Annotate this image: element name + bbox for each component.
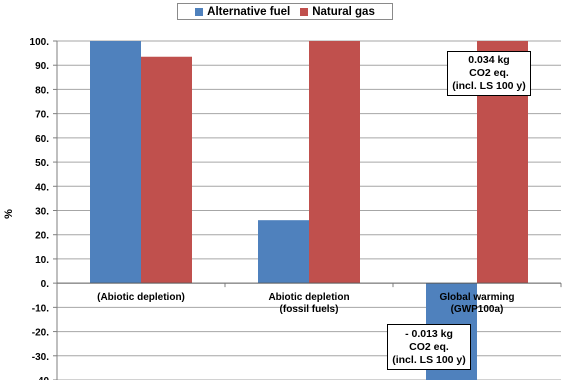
y-tick-label: 50. [35,158,49,169]
annotation-natural-gas-gwp: 0.034 kg CO2 eq. (incl. LS 100 y) [447,51,531,96]
annotation-line: (incl. LS 100 y) [392,353,466,366]
legend: Alternative fuel Natural gas [177,3,393,20]
y-tick-label: -10. [32,303,49,314]
y-tick-label: 100. [30,37,50,48]
annotation-line: (incl. LS 100 y) [452,80,526,92]
annotation-line: 0.034 kg [468,54,510,66]
x-category-labels: (Abiotic depletion) Abiotic depletion (fos… [97,292,514,315]
legend-swatch-natural-gas [300,7,309,16]
legend-item-natural-gas: Natural gas [300,6,375,18]
annotation-line: - 0.013 kg [405,327,453,340]
annotation-line: CO2 eq. [469,67,509,79]
axes [53,40,562,380]
y-tick-label: 80. [35,85,49,96]
y-tick-label: -40 [35,376,50,380]
annotation-alternative-fuel-gwp: - 0.013 kg CO2 eq. (incl. LS 100 y) [387,324,471,370]
y-tick-label: 40. [35,182,49,193]
legend-item-alternative-fuel: Alternative fuel [195,6,290,18]
bar-natural-gas [141,56,192,284]
x-category-label: Abiotic depletion (fossil fuels) [268,292,349,315]
y-tick-label: 0. [41,279,50,290]
y-tick-label: 10. [35,255,49,266]
y-tick-label: -20. [32,328,49,339]
bar-natural-gas [309,41,360,284]
y-tick-label: 60. [35,134,49,145]
x-category-label: (Abiotic depletion) [97,292,185,303]
y-tick-label: 70. [35,110,49,121]
legend-label-natural-gas: Natural gas [312,5,375,18]
bar-alternative-fuel [90,41,141,284]
y-tick-label: 20. [35,231,49,242]
y-tick-label: 90. [35,61,49,72]
annotation-line: CO2 eq. [409,340,449,353]
y-axis-label: % [3,209,15,219]
bar-alternative-fuel [258,220,309,284]
legend-swatch-alternative-fuel [195,7,204,16]
legend-label-alternative-fuel: Alternative fuel [207,5,291,18]
y-tick-label: 30. [35,207,49,218]
x-category-label: Global warming (GWP100a) [439,292,514,315]
y-tick-label: -30. [32,352,49,363]
y-tick-labels: 100. 90. 80. 70. 60. 50. 40. 30. 20. 10. 0. -10. -20… [30,37,50,380]
